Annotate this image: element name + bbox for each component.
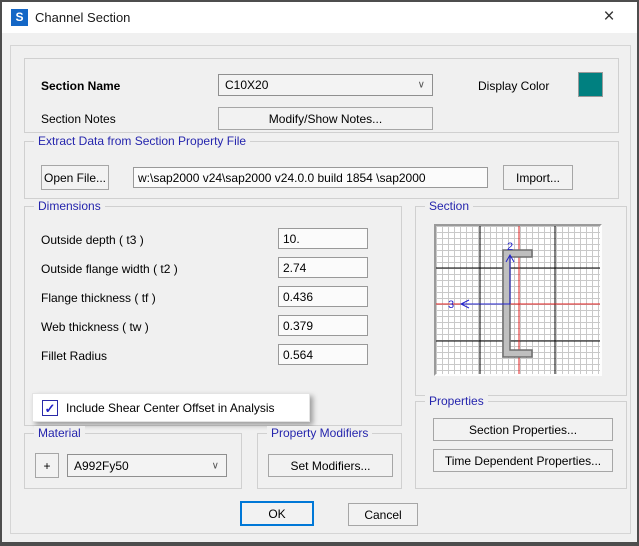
flange-thickness-label: Flange thickness ( tf )	[41, 291, 156, 305]
title-bar: S Channel Section ×	[2, 2, 637, 33]
property-modifiers-group-title: Property Modifiers	[267, 426, 373, 440]
ok-button[interactable]: OK	[240, 501, 314, 526]
section-name-value: C10X20	[225, 78, 269, 92]
shear-center-offset-checkbox[interactable]: ✓	[42, 400, 58, 416]
display-color-swatch[interactable]	[578, 72, 603, 97]
dialog-body: Section Name C10X20 ∨ Display Color Sect…	[2, 33, 637, 542]
section-preview-group: Section	[415, 199, 627, 396]
display-color-label: Display Color	[478, 79, 550, 93]
axis-3-label: 3	[448, 299, 454, 311]
material-group-title: Material	[34, 426, 85, 440]
dialog-title: Channel Section	[35, 10, 131, 25]
section-preview-drawing: 2 3	[436, 226, 600, 374]
web-thickness-input[interactable]	[278, 315, 368, 336]
flange-thickness-input[interactable]	[278, 286, 368, 307]
set-modifiers-button[interactable]: Set Modifiers...	[268, 454, 393, 477]
outside-depth-input[interactable]	[278, 228, 368, 249]
time-dependent-properties-button[interactable]: Time Dependent Properties...	[433, 449, 613, 472]
fillet-radius-input[interactable]	[278, 344, 368, 365]
add-material-button[interactable]: +	[35, 453, 59, 478]
section-name-box: Section Name C10X20 ∨ Display Color Sect…	[24, 58, 619, 133]
content-frame	[10, 45, 631, 534]
shear-center-offset-panel: ✓ Include Shear Center Offset in Analysi…	[32, 393, 310, 422]
dimensions-group: Dimensions Outside depth ( t3 ) Outside …	[24, 199, 402, 426]
open-file-button[interactable]: Open File...	[41, 165, 109, 190]
section-properties-button[interactable]: Section Properties...	[433, 418, 613, 441]
extract-data-group-title: Extract Data from Section Property File	[34, 134, 251, 148]
shear-center-offset-label: Include Shear Center Offset in Analysis	[66, 401, 275, 415]
properties-group-title: Properties	[425, 394, 488, 408]
section-notes-label: Section Notes	[41, 112, 116, 126]
close-icon[interactable]: ×	[603, 6, 615, 27]
properties-group: Properties Section Properties... Time De…	[415, 394, 627, 489]
extract-data-group: Extract Data from Section Property File …	[24, 134, 619, 199]
section-name-select[interactable]: C10X20 ∨	[218, 74, 433, 96]
axis-2-arrow	[505, 253, 515, 263]
chevron-down-icon: ∨	[211, 460, 219, 471]
import-button[interactable]: Import...	[503, 165, 573, 190]
web-thickness-label: Web thickness ( tw )	[41, 320, 149, 334]
section-preview-group-title: Section	[425, 199, 474, 213]
cancel-button[interactable]: Cancel	[348, 503, 418, 526]
outside-flange-width-label: Outside flange width ( t2 )	[41, 262, 178, 276]
modify-show-notes-button[interactable]: Modify/Show Notes...	[218, 107, 433, 130]
section-name-label: Section Name	[41, 79, 121, 93]
outside-depth-label: Outside depth ( t3 )	[41, 233, 144, 247]
axis-3-arrow	[459, 299, 470, 309]
fillet-radius-label: Fillet Radius	[41, 349, 108, 363]
material-group: Material + A992Fy50 ∨	[24, 426, 242, 489]
section-preview-canvas: 2 3	[434, 224, 602, 376]
chevron-down-icon: ∨	[417, 79, 425, 91]
material-value: A992Fy50	[74, 458, 129, 473]
sap2000-logo-icon: S	[11, 9, 28, 26]
dimensions-group-title: Dimensions	[34, 199, 105, 213]
outside-flange-width-input[interactable]	[278, 257, 368, 278]
property-modifiers-group: Property Modifiers Set Modifiers...	[257, 426, 402, 489]
material-select[interactable]: A992Fy50 ∨	[67, 454, 227, 477]
property-file-path-input[interactable]	[133, 167, 488, 188]
axis-2-label: 2	[507, 241, 513, 253]
